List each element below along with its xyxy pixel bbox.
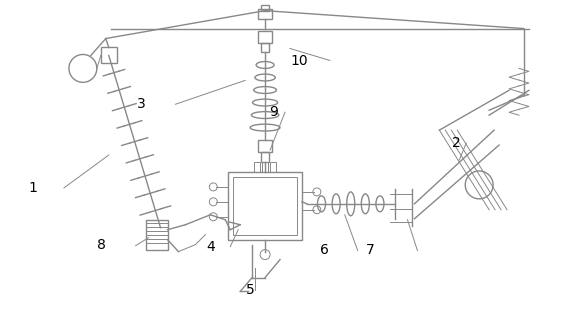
- Text: 9: 9: [269, 105, 278, 119]
- Text: 7: 7: [366, 243, 375, 257]
- Text: 3: 3: [137, 97, 146, 111]
- Text: 4: 4: [206, 240, 214, 254]
- Text: 8: 8: [97, 238, 106, 252]
- Bar: [261, 43, 269, 52]
- Bar: [258, 9, 272, 19]
- Text: 10: 10: [290, 54, 308, 68]
- Bar: [261, 5, 269, 11]
- Text: 5: 5: [246, 283, 255, 297]
- Bar: [262, 162, 268, 172]
- Bar: [270, 162, 276, 172]
- Bar: [258, 140, 272, 152]
- Text: 2: 2: [452, 136, 461, 150]
- Bar: [258, 31, 272, 43]
- Bar: [145, 220, 167, 250]
- Bar: [261, 152, 269, 162]
- Text: 1: 1: [28, 181, 37, 195]
- Bar: [254, 162, 260, 172]
- Bar: [101, 47, 117, 63]
- Bar: [233, 177, 297, 235]
- Bar: [228, 172, 302, 240]
- Text: 6: 6: [320, 243, 329, 257]
